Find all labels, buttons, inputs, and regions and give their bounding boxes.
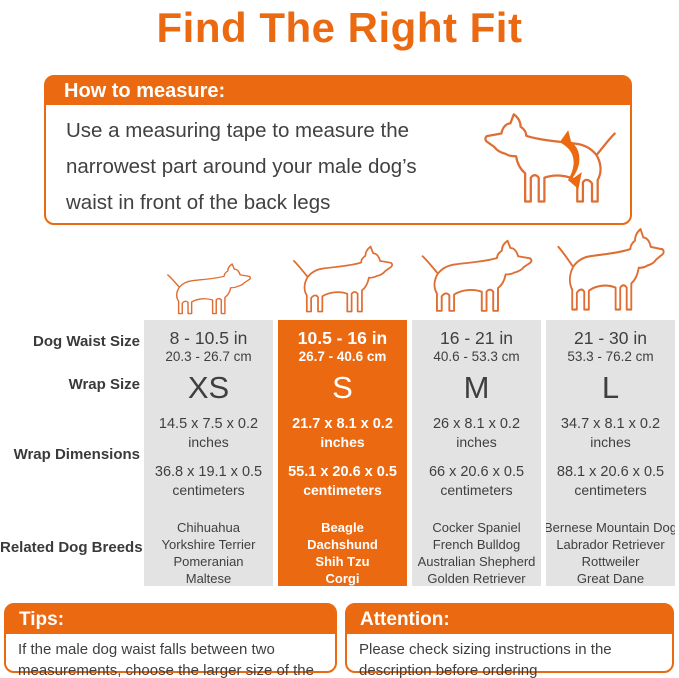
breed-item: French Bulldog — [432, 537, 521, 552]
row-label-wrap-size: Wrap Size — [68, 376, 140, 393]
waist-range-cm: 53.3 - 76.2 cm — [567, 349, 654, 364]
size-column-s-highlighted: 10.5 - 16 in 26.7 - 40.6 cm S 21.7 x 8.1… — [278, 320, 407, 586]
dimensions-cm: 66 x 20.6 x 0.5 — [428, 464, 525, 480]
breed-size-dogs-row — [144, 228, 675, 320]
waist-range-cm: 20.3 - 26.7 cm — [165, 349, 252, 364]
dimensions-cm-unit: centimeters — [440, 482, 513, 498]
breed-item: Bernese Mountain Dog — [546, 520, 675, 535]
dimensions-inches: 34.7 x 8.1 x 0.2 — [560, 416, 661, 432]
dimensions-cm: 36.8 x 19.1 x 0.5 — [154, 464, 263, 480]
tips-box: Tips: If the male dog waist falls betwee… — [4, 603, 337, 678]
size-column-xs: 8 - 10.5 in 20.3 - 26.7 cm XS 14.5 x 7.5… — [144, 320, 273, 586]
waist-range-in: 8 - 10.5 in — [169, 328, 248, 348]
waist-range-cm: 26.7 - 40.6 cm — [298, 349, 387, 364]
breed-item: Rottweiler — [581, 554, 640, 569]
dimensions-cm-unit: centimeters — [172, 482, 245, 498]
dimensions-inches-unit: inches — [590, 434, 631, 450]
l-dog-icon — [546, 228, 675, 320]
wrap-size-letter: L — [601, 370, 620, 405]
how-to-measure-heading: How to measure: — [46, 77, 630, 105]
dimensions-inches-unit: inches — [320, 434, 365, 450]
related-breeds-list: Cocker Spaniel French Bulldog Australian… — [418, 519, 536, 586]
attention-heading: Attention: — [347, 605, 672, 634]
dimensions-cm-unit: centimeters — [303, 482, 382, 498]
breed-item: Dachshund — [307, 537, 378, 552]
size-column-l: 21 - 30 in 53.3 - 76.2 cm L 34.7 x 8.1 x… — [546, 320, 675, 586]
dimensions-cm: 55.1 x 20.6 x 0.5 — [288, 464, 397, 480]
waist-range-in: 16 - 21 in — [440, 328, 513, 348]
size-table: Dog Waist Size Wrap Size Wrap Dimensions… — [0, 320, 679, 586]
related-breeds-list: Beagle Dachshund Shih Tzu Corgi — [307, 519, 378, 586]
how-to-measure-body: Use a measuring tape to measure the narr… — [46, 105, 630, 223]
dog-with-measuring-band-icon — [484, 113, 616, 203]
dimensions-inches: 26 x 8.1 x 0.2 — [432, 416, 521, 432]
dimensions-inches: 21.7 x 8.1 x 0.2 — [292, 416, 393, 432]
s-dog-icon — [278, 236, 407, 320]
breed-item: Australian Shepherd — [417, 554, 536, 569]
dimensions-cm: 88.1 x 20.6 x 0.5 — [556, 464, 665, 480]
tips-text: If the male dog waist falls between two … — [18, 641, 314, 678]
breed-item: Cocker Spaniel — [432, 520, 521, 535]
dimensions-cm-unit: centimeters — [574, 482, 647, 498]
wrap-size-letter: M — [463, 370, 490, 405]
xs-dog-icon — [144, 236, 273, 320]
dimensions-inches: 14.5 x 7.5 x 0.2 — [158, 416, 259, 432]
related-breeds-list: Chihuahua Yorkshire Terrier Pomeranian M… — [162, 519, 256, 586]
how-to-measure-box: How to measure: Use a measuring tape to … — [44, 75, 632, 225]
waist-range-in: 10.5 - 16 in — [297, 328, 388, 348]
waist-range-in: 21 - 30 in — [574, 328, 647, 348]
breed-item: Maltese — [185, 571, 232, 586]
breed-item: Corgi — [325, 571, 360, 586]
breed-item: Labrador Retriever — [556, 537, 665, 552]
wrap-size-letter: S — [332, 370, 353, 405]
how-to-measure-text: Use a measuring tape to measure the narr… — [66, 119, 417, 214]
waist-range-cm: 40.6 - 53.3 cm — [433, 349, 520, 364]
page-title: Find The Right Fit — [156, 4, 523, 51]
row-label-dog-waist-size: Dog Waist Size — [33, 333, 140, 350]
breed-item: Chihuahua — [177, 520, 240, 535]
row-label-related-dog-breeds: Related Dog Breeds — [0, 539, 143, 556]
breed-item: Beagle — [321, 520, 364, 535]
breed-item: Yorkshire Terrier — [161, 537, 256, 552]
tips-heading: Tips: — [6, 605, 335, 634]
m-dog-icon — [412, 236, 541, 320]
breed-item: Great Dane — [576, 571, 645, 586]
row-label-wrap-dimensions: Wrap Dimensions — [13, 446, 140, 463]
breed-item: Golden Retriever — [427, 571, 526, 586]
dimensions-inches-unit: inches — [456, 434, 497, 450]
related-breeds-list: Bernese Mountain Dog Labrador Retriever … — [546, 519, 675, 586]
attention-text: Please check sizing instructions in the … — [359, 641, 612, 678]
size-column-m: 16 - 21 in 40.6 - 53.3 cm M 26 x 8.1 x 0… — [412, 320, 541, 586]
attention-box: Attention: Please check sizing instructi… — [345, 603, 674, 678]
dimensions-inches-unit: inches — [188, 434, 229, 450]
wrap-size-letter: XS — [187, 370, 230, 405]
breed-item: Shih Tzu — [315, 554, 370, 569]
breed-item: Pomeranian — [173, 554, 244, 569]
